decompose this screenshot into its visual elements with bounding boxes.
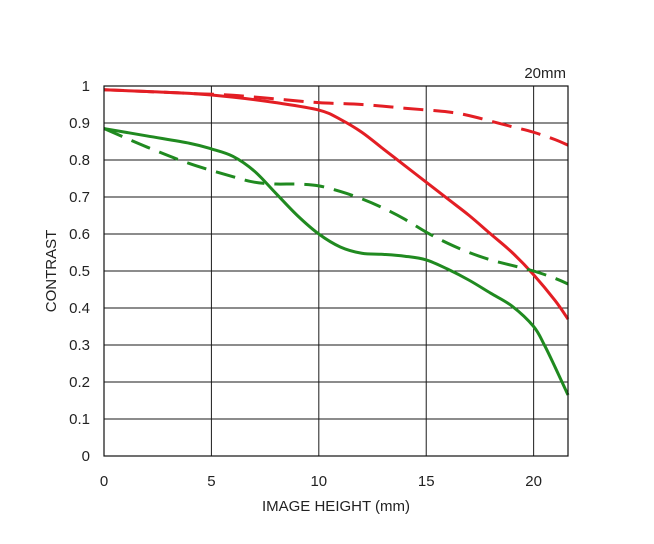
y-tick-label: 0.9: [69, 115, 90, 132]
plot-frame: [103, 85, 569, 457]
y-tick-label: 1: [82, 78, 90, 95]
red-solid-series-line: [103, 88, 570, 320]
y-tick-label: 0: [82, 448, 90, 465]
y-axis-title: CONTRAST: [43, 230, 60, 313]
x-tick-label: 5: [207, 473, 215, 490]
x-tick-label: 0: [100, 473, 108, 490]
red-dashed-series-line: [103, 88, 569, 147]
focal-length-label: 20mm: [524, 65, 566, 82]
y-tick-label: 0.8: [69, 152, 90, 169]
x-tick-label: 10: [310, 473, 327, 490]
y-tick-label: 0.6: [69, 226, 90, 243]
x-tick-label: 15: [418, 473, 435, 490]
y-tick-label: 0.2: [69, 374, 90, 391]
green-dashed-series-line: [103, 127, 569, 286]
x-tick-label: 20: [525, 473, 542, 490]
series-layer: [103, 88, 570, 396]
tick-layer: 00.10.20.30.40.50.60.70.80.910 5 10 15 20: [69, 78, 542, 490]
y-tick-label: 0.1: [69, 411, 90, 428]
x-axis-title: IMAGE HEIGHT (mm): [262, 498, 410, 515]
y-tick-label: 0.4: [69, 300, 90, 317]
y-tick-label: 0.3: [69, 337, 90, 354]
y-tick-label: 0.5: [69, 263, 90, 280]
green-solid-series-line: [103, 127, 570, 396]
y-tick-label: 0.7: [69, 189, 90, 206]
